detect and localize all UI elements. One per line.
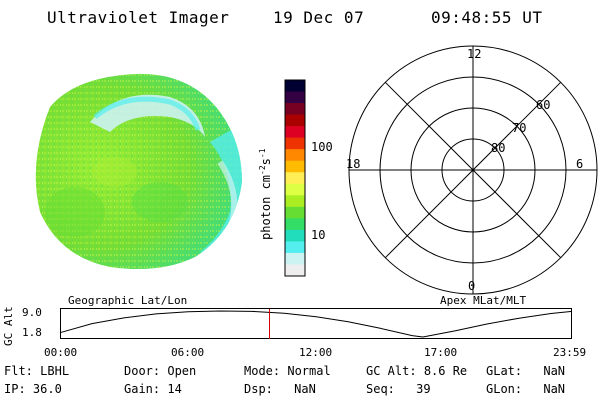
lat-label-70: 70 bbox=[512, 121, 527, 135]
colorbar-swatch bbox=[285, 137, 305, 150]
info-mode: Mode: Normal bbox=[244, 364, 331, 378]
colorbar-tick-label: 100 bbox=[311, 140, 333, 154]
header-time: 09:48:55 UT bbox=[431, 8, 543, 27]
lat-label-80: 80 bbox=[491, 141, 506, 155]
colorbar-swatch bbox=[285, 126, 305, 139]
instrument-title: Ultraviolet Imager bbox=[47, 8, 230, 27]
info-door: Door: Open bbox=[124, 364, 197, 378]
colorbar-swatch bbox=[285, 114, 305, 127]
colorbar-swatch bbox=[285, 149, 305, 162]
colorbar-tick-label: 10 bbox=[311, 228, 326, 242]
colorbar-swatch bbox=[285, 252, 305, 265]
info-gain: Gain: 14 bbox=[124, 382, 182, 396]
polar-mlt-plot bbox=[348, 45, 598, 295]
altitude-chart-frame bbox=[60, 308, 572, 339]
gc-alt-series-line bbox=[59, 310, 573, 338]
colorbar-swatch bbox=[285, 172, 305, 185]
colorbar-swatch bbox=[285, 264, 305, 277]
bar-ylabel: GC Alt bbox=[2, 306, 15, 346]
info-flt: Flt: LBHL bbox=[4, 364, 70, 378]
bar-xtick-label: 23:59 bbox=[553, 346, 587, 359]
clock-label-right: 6 bbox=[576, 157, 584, 171]
colorbar-unit-label: photon cm-2s-1 bbox=[258, 148, 273, 240]
info-glat: GLat: NaN bbox=[486, 364, 566, 378]
clock-label-top: 12 bbox=[467, 47, 482, 61]
bar-xtick-label: 00:00 bbox=[44, 346, 78, 359]
bar-xtick-label: 12:00 bbox=[299, 346, 333, 359]
polar-diagonal bbox=[384, 81, 562, 259]
colorbar-swatch bbox=[285, 103, 305, 116]
geographic-title: Geographic Lat/Lon bbox=[68, 294, 188, 307]
bar-ytick-label: 1.8 bbox=[22, 326, 42, 339]
bar-ytick-label: 9.0 bbox=[22, 306, 42, 319]
header-date: 19 Dec 07 bbox=[273, 8, 365, 27]
aurora-image bbox=[35, 73, 242, 270]
colorbar-swatch bbox=[285, 91, 305, 104]
colorbar bbox=[284, 79, 306, 277]
bar-xtick-label: 17:00 bbox=[424, 346, 458, 359]
bar-xtick-label: 06:00 bbox=[171, 346, 205, 359]
colorbar-swatch bbox=[285, 195, 305, 208]
altitude-chart bbox=[59, 308, 573, 339]
colorbar-swatch bbox=[285, 80, 305, 93]
info-glon: GLon: NaN bbox=[486, 382, 566, 396]
info-dsp: Dsp: NaN bbox=[244, 382, 316, 396]
clock-label-bottom: 0 bbox=[468, 279, 476, 293]
info-gc-alt: GC Alt: 8.6 Re bbox=[366, 364, 468, 378]
colorbar-swatch bbox=[285, 206, 305, 219]
info-seq: Seq: 39 bbox=[366, 382, 431, 396]
apex-title: Apex MLat/MLT bbox=[440, 294, 527, 307]
colorbar-swatch bbox=[285, 241, 305, 254]
colorbar-swatch bbox=[285, 229, 305, 242]
lat-label-60: 60 bbox=[536, 98, 551, 112]
clock-label-left: 18 bbox=[346, 157, 361, 171]
colorbar-swatch bbox=[285, 218, 305, 231]
info-ip: IP: 36.0 bbox=[4, 382, 62, 396]
colorbar-swatch bbox=[285, 183, 305, 196]
colorbar-swatch bbox=[285, 160, 305, 173]
